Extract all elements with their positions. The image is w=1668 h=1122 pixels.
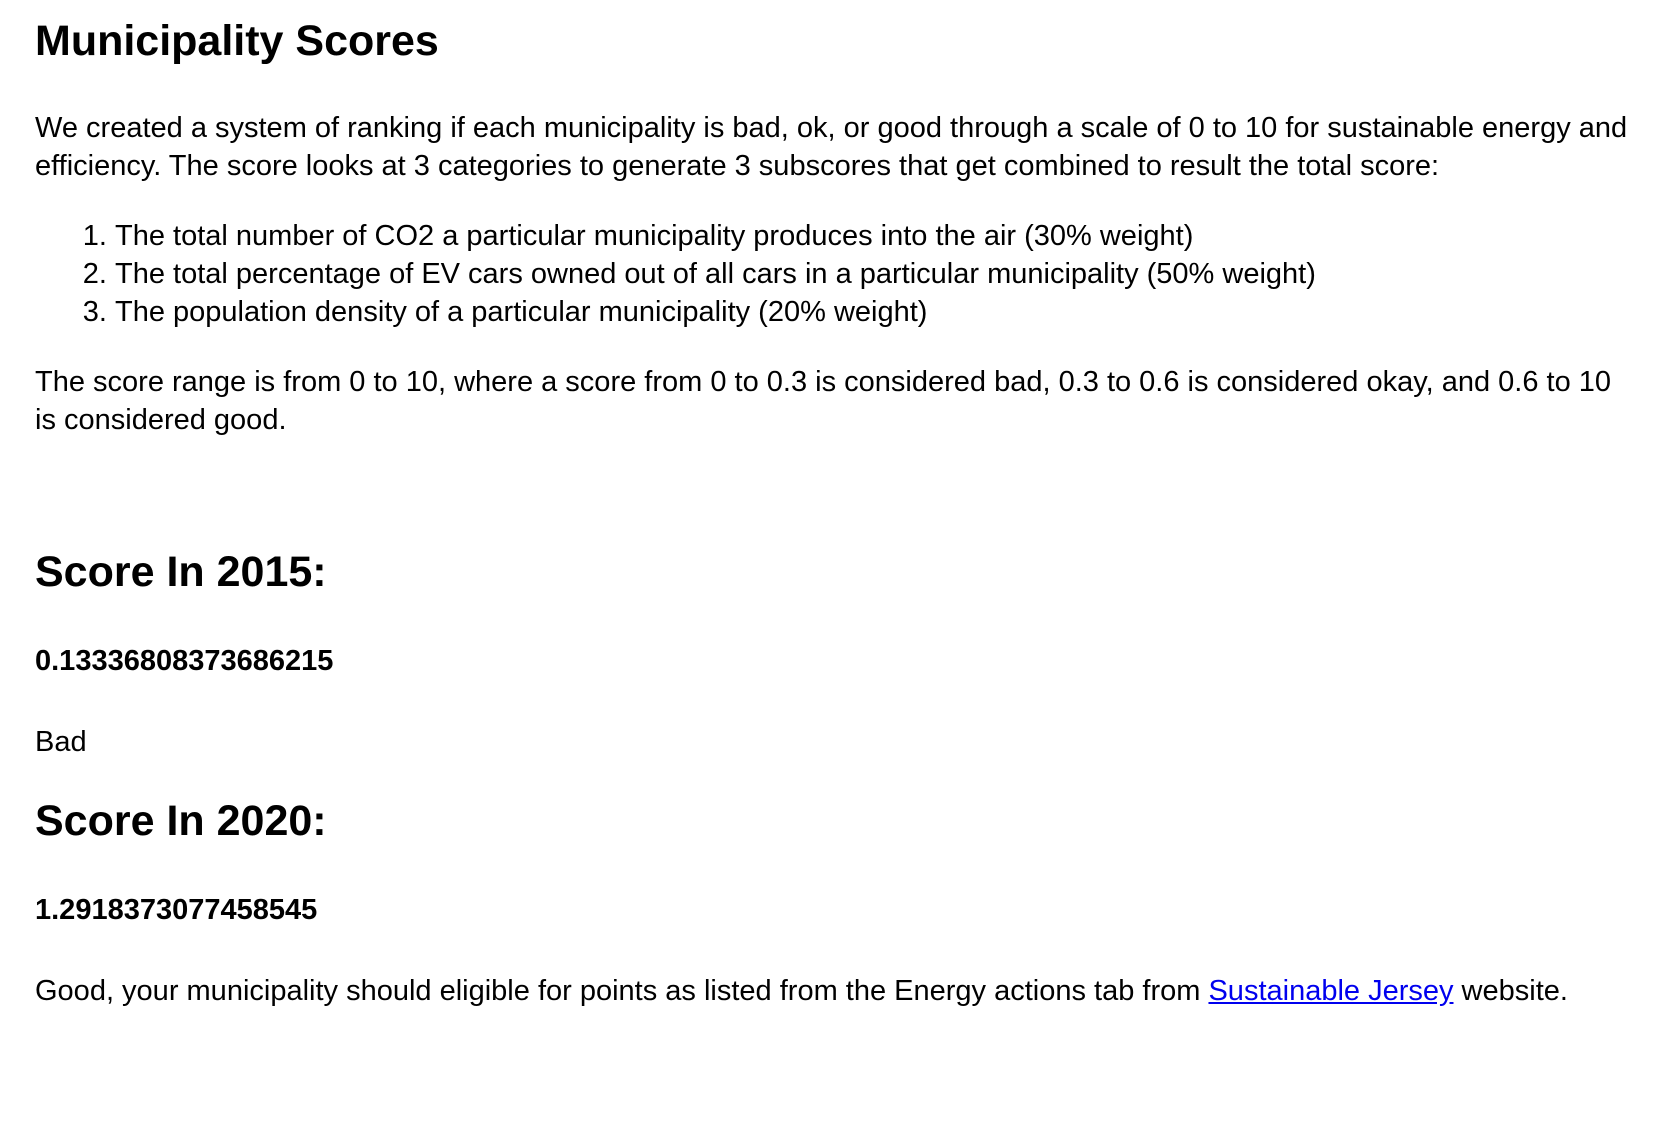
score-2020-verdict: Good, your municipality should eligible … <box>35 972 1635 1010</box>
page-content: Municipality Scores We created a system … <box>0 0 1668 1010</box>
page-title: Municipality Scores <box>35 17 439 65</box>
score-2020-verdict-prefix: Good, your municipality should eligible … <box>35 975 1209 1007</box>
score-2020-section: Score In 2020: 1.2918373077458545 Good, … <box>35 794 1633 1010</box>
score-2020-verdict-suffix: website. <box>1453 975 1568 1007</box>
criteria-item-density: The population density of a particular m… <box>115 293 1633 331</box>
score-2015-value: 0.13336808373686215 <box>35 645 334 677</box>
intro-paragraph: We created a system of ranking if each m… <box>35 112 1628 182</box>
score-2015-heading: Score In 2015: <box>35 548 327 596</box>
score-2015-verdict: Bad <box>35 726 87 758</box>
criteria-item-co2: The total number of CO2 a particular mun… <box>115 217 1633 255</box>
sustainable-jersey-link[interactable]: Sustainable Jersey <box>1208 975 1454 1007</box>
criteria-list: The total number of CO2 a particular mun… <box>35 217 1633 331</box>
score-2015-section: Score In 2015: 0.13336808373686215 Bad <box>35 545 1633 761</box>
score-2020-heading: Score In 2020: <box>35 797 327 845</box>
score-range-paragraph: The score range is from 0 to 10, where a… <box>35 366 1612 436</box>
score-2020-value: 1.2918373077458545 <box>35 894 318 926</box>
criteria-item-ev: The total percentage of EV cars owned ou… <box>115 255 1633 293</box>
